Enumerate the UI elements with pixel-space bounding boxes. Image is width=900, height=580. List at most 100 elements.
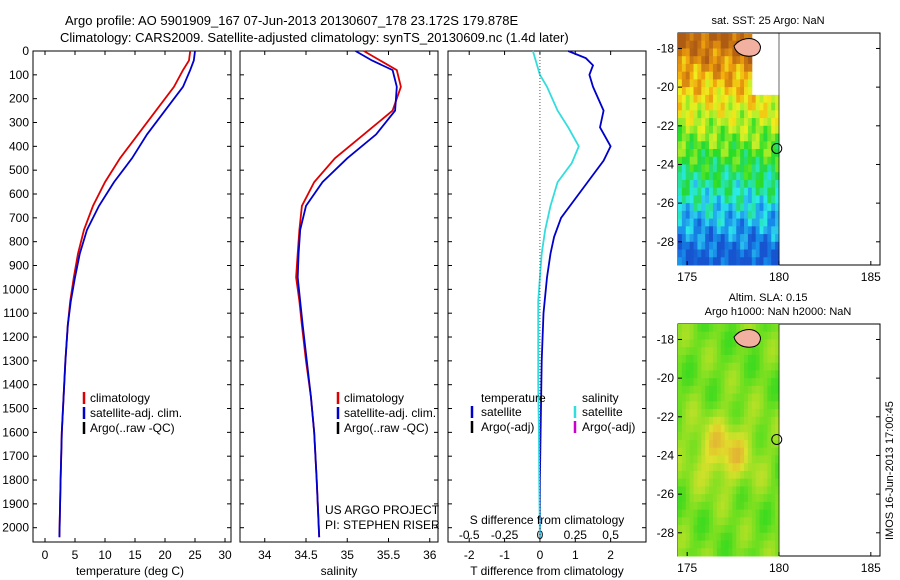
heatmap-cell — [720, 249, 726, 258]
heatmap-cell — [720, 463, 726, 472]
heatmap-cell — [685, 218, 691, 227]
heatmap-cell — [767, 440, 772, 449]
heatmap-cell — [685, 416, 691, 426]
heatmap-cell — [681, 203, 687, 212]
heatmap-cell — [709, 455, 714, 464]
heatmap-cell — [747, 362, 753, 371]
heatmap-cell — [681, 149, 687, 158]
heatmap-cell — [736, 110, 741, 119]
heatmap-cell — [728, 133, 733, 142]
heatmap-cell — [701, 347, 706, 356]
heatmap-cell — [693, 203, 698, 212]
legend-label-satellite: satellite-adj. clim. — [90, 406, 182, 420]
heatmap-cell — [685, 141, 691, 150]
heatmap-cell — [678, 447, 683, 456]
heatmap-cell — [724, 195, 729, 204]
latitude-tick-label: -20 — [657, 80, 675, 94]
heatmap-cell — [681, 548, 687, 557]
heatmap-cell — [689, 494, 695, 503]
legend-label-climatology: climatology — [90, 391, 150, 405]
heatmap-cell — [693, 385, 698, 395]
heatmap-cell — [720, 87, 726, 96]
heatmap-cell — [685, 203, 691, 212]
heatmap-cell — [736, 324, 741, 333]
heatmap-cell — [744, 79, 749, 88]
heatmap-cell — [732, 234, 737, 243]
heatmap-cell — [693, 56, 698, 65]
s-diff-tick-label: 0.5 — [602, 528, 619, 542]
heatmap-cell — [720, 470, 726, 480]
heatmap-cell — [775, 401, 780, 410]
heatmap-cell — [697, 362, 702, 371]
heatmap-cell — [732, 401, 737, 410]
legend-label-temp-argo: Argo(-adj) — [481, 420, 534, 434]
heatmap-cell — [775, 447, 780, 456]
heatmap-cell — [705, 203, 710, 212]
heatmap-cell — [685, 102, 691, 111]
heatmap-cell — [693, 354, 698, 364]
heatmap-cell — [771, 172, 776, 181]
heatmap-cell — [744, 494, 749, 503]
heatmap-cell — [744, 156, 749, 165]
heatmap-cell — [732, 509, 737, 518]
heatmap-cell — [693, 63, 698, 73]
heatmap-cell — [697, 249, 702, 258]
legend-label-argo: Argo(..raw -QC) — [344, 421, 429, 435]
heatmap-cell — [751, 234, 757, 243]
heatmap-cell — [771, 249, 776, 258]
heatmap-cell — [775, 409, 780, 418]
heatmap-cell — [740, 509, 745, 518]
heatmap-cell — [697, 501, 702, 511]
heatmap-cell — [732, 241, 737, 251]
sla-map-title: Altim. SLA: 0.15 — [729, 292, 808, 304]
heatmap-cell — [705, 486, 710, 495]
heatmap-cell — [736, 241, 741, 251]
heatmap-cell — [685, 432, 691, 441]
heatmap-cell — [763, 249, 768, 258]
heatmap-cell — [720, 71, 726, 80]
heatmap-cell — [775, 141, 780, 150]
heatmap-cell — [775, 370, 780, 379]
heatmap-cell — [763, 94, 768, 104]
heatmap-cell — [681, 172, 687, 181]
heatmap-cell — [678, 33, 683, 42]
heatmap-cell — [732, 494, 737, 503]
x-tick-label: 1 — [572, 548, 579, 562]
heatmap-cell — [712, 187, 718, 196]
heatmap-cell — [678, 179, 683, 189]
heatmap-cell — [736, 548, 741, 557]
heatmap-cell — [732, 432, 737, 441]
heatmap-cell — [763, 257, 768, 266]
heatmap-cell — [740, 210, 745, 220]
heatmap-cell — [705, 241, 710, 251]
heatmap-cell — [732, 33, 737, 42]
heatmap-cell — [712, 118, 718, 127]
heatmap-cell — [751, 362, 757, 371]
heatmap-cell — [724, 486, 729, 495]
heatmap-cell — [767, 187, 772, 196]
heatmap-cell — [747, 393, 753, 402]
heatmap-cell — [689, 470, 695, 480]
heatmap-cell — [701, 172, 706, 181]
heatmap-cell — [771, 424, 776, 433]
heatmap-cell — [697, 79, 702, 88]
heatmap-cell — [716, 409, 722, 418]
heatmap-cell — [716, 509, 722, 518]
heatmap-cell — [705, 385, 710, 395]
heatmap-cell — [736, 463, 741, 472]
heatmap-cell — [775, 393, 780, 402]
heatmap-cell — [763, 149, 768, 158]
heatmap-cell — [693, 156, 698, 165]
heatmap-cell — [716, 48, 722, 57]
heatmap-cell — [759, 241, 764, 251]
heatmap-cell — [697, 324, 702, 333]
heatmap-cell — [697, 339, 702, 348]
heatmap-cell — [716, 455, 722, 464]
heatmap-cell — [728, 56, 733, 65]
heatmap-cell — [716, 378, 722, 387]
depth-tick-label: 100 — [9, 68, 29, 82]
heatmap-cell — [689, 48, 695, 57]
heatmap-cell — [693, 125, 698, 135]
heatmap-cell — [728, 540, 733, 549]
heatmap-cell — [705, 424, 710, 433]
